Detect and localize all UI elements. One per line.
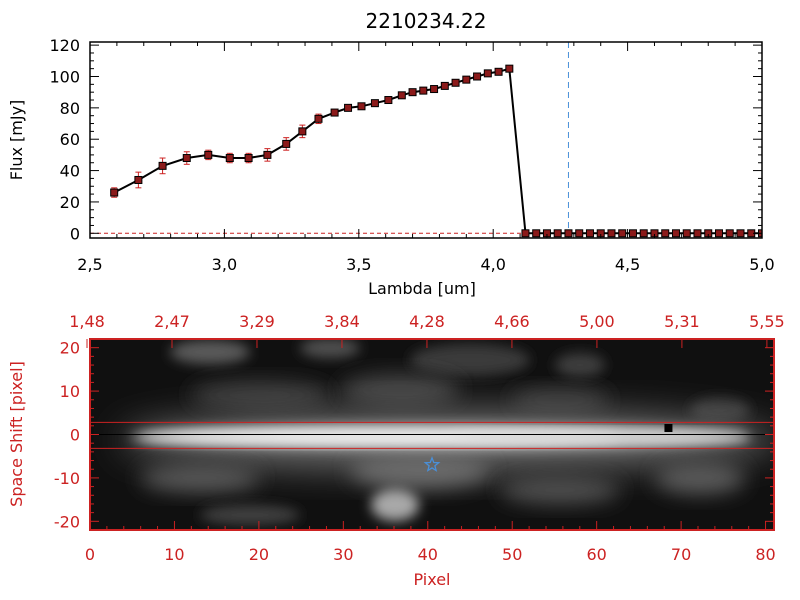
data-point xyxy=(693,229,702,238)
data-point xyxy=(725,229,734,238)
y-tick-label: 40 xyxy=(60,162,80,181)
data-point xyxy=(494,67,503,76)
top-tick-label: 4,28 xyxy=(409,312,445,331)
data-point xyxy=(618,229,627,238)
y-tick-label: 60 xyxy=(60,130,80,149)
data-point xyxy=(370,99,379,108)
data-point xyxy=(682,229,691,238)
top-tick-label: 3,29 xyxy=(239,312,275,331)
data-point xyxy=(661,229,670,238)
data-point xyxy=(575,229,584,238)
x-tick-label: 5,0 xyxy=(749,255,774,274)
data-point xyxy=(298,127,307,136)
data-point xyxy=(134,175,143,184)
data-point xyxy=(430,85,439,94)
data-point xyxy=(714,229,723,238)
y-tick-label: -10 xyxy=(54,469,80,488)
data-point xyxy=(440,81,449,90)
y-tick-label: 0 xyxy=(70,224,80,243)
data-point xyxy=(110,188,119,197)
y-tick-label: 100 xyxy=(49,67,80,86)
x-tick-label: 3,0 xyxy=(212,255,237,274)
x-axis-label: Pixel xyxy=(413,570,450,589)
top-tick-label: 5,00 xyxy=(579,312,615,331)
y-tick-label: -20 xyxy=(54,512,80,531)
x-tick-label: 60 xyxy=(586,545,606,564)
x-tick-label: 80 xyxy=(755,545,775,564)
data-point xyxy=(384,96,393,105)
x-tick-label: 3,5 xyxy=(346,255,371,274)
top-tick-label: 4,66 xyxy=(494,312,530,331)
data-point xyxy=(473,72,482,81)
x-axis-label: Lambda [um] xyxy=(368,279,476,298)
spectrum-plot: 2210234.22 2,5 3,0 3,5 4,0 4,5 5,0 0 20 40 60 80 10… xyxy=(7,9,775,298)
y-tick-label: 80 xyxy=(60,99,80,118)
top-tick-label: 5,55 xyxy=(749,312,785,331)
x-tick-label: 70 xyxy=(671,545,691,564)
y-tick-label: 20 xyxy=(60,193,80,212)
data-point xyxy=(397,91,406,100)
chart-title: 2210234.22 xyxy=(366,9,487,33)
data-point xyxy=(521,229,530,238)
data-point xyxy=(419,86,428,95)
data-point xyxy=(671,229,680,238)
y-tick-label: 120 xyxy=(49,36,80,55)
y-tick-label: 0 xyxy=(70,426,80,445)
x-tick-label: 2,5 xyxy=(77,255,102,274)
star-icon xyxy=(423,456,441,472)
spatial-image-plot: 0 10 20 30 40 50 60 70 80 1,48 2,47 3,29 3,84 4,28 4,6… xyxy=(7,312,785,589)
x-tick-label: 4,5 xyxy=(615,255,640,274)
data-point xyxy=(182,154,191,163)
top-tick-label: 3,84 xyxy=(324,312,360,331)
x-tick-label: 4,0 xyxy=(480,255,505,274)
data-point xyxy=(505,64,514,73)
y-axis-label: Flux [mJy] xyxy=(7,100,26,181)
data-point xyxy=(344,103,353,112)
data-point xyxy=(639,229,648,238)
data-point xyxy=(553,229,562,238)
data-point xyxy=(314,114,323,123)
data-point xyxy=(330,108,339,117)
data-point xyxy=(244,154,253,163)
x-tick-label: 30 xyxy=(333,545,353,564)
x-tick-label: 50 xyxy=(502,545,522,564)
data-point xyxy=(564,229,573,238)
data-point xyxy=(462,75,471,84)
y-tick-label: 20 xyxy=(60,339,80,358)
y-tick-label: 10 xyxy=(60,382,80,401)
data-point xyxy=(483,69,492,78)
data-point xyxy=(204,150,213,159)
data-point xyxy=(451,78,460,87)
top-tick-label: 2,47 xyxy=(154,312,190,331)
data-point xyxy=(585,229,594,238)
data-point xyxy=(282,139,291,148)
data-point xyxy=(607,229,616,238)
data-point xyxy=(158,161,167,170)
data-point xyxy=(263,150,272,159)
data-point xyxy=(736,229,745,238)
data-point xyxy=(628,229,637,238)
x-tick-label: 40 xyxy=(418,545,438,564)
top-tick-label: 1,48 xyxy=(69,312,105,331)
data-point xyxy=(532,229,541,238)
plot-frame xyxy=(89,41,763,239)
x-tick-label: 0 xyxy=(85,545,95,564)
x-tick-label: 10 xyxy=(164,545,184,564)
data-point xyxy=(357,102,366,111)
x-tick-label: 20 xyxy=(249,545,269,564)
square-marker xyxy=(664,423,673,432)
top-tick-label: 5,31 xyxy=(664,312,700,331)
data-point xyxy=(225,154,234,163)
y-axis-label: Space Shift [pixel] xyxy=(7,361,26,507)
data-point xyxy=(408,88,417,97)
